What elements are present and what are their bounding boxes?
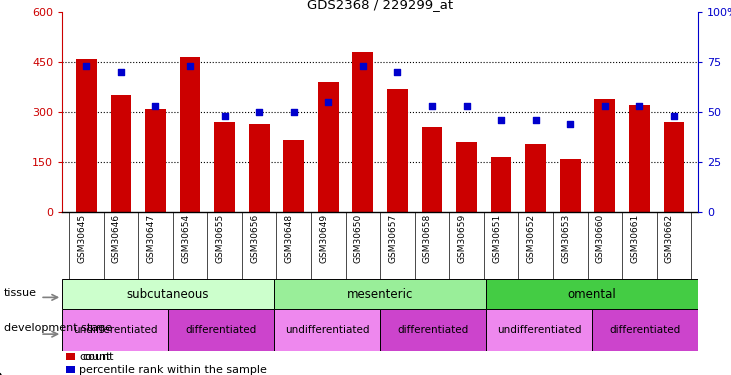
Bar [629, 105, 650, 212]
Bar [145, 109, 166, 212]
Text: differentiated: differentiated [186, 325, 257, 335]
Bar [526, 144, 546, 212]
Text: GSM30655: GSM30655 [216, 214, 224, 263]
Point [115, 69, 126, 75]
Point [530, 117, 542, 123]
Text: GSM30649: GSM30649 [319, 214, 328, 263]
Bar [422, 127, 442, 212]
Bar [180, 57, 200, 212]
Bar [66, 353, 75, 360]
Bar [486, 279, 698, 309]
Bar [168, 309, 274, 351]
Bar [592, 309, 698, 351]
Point [599, 103, 610, 109]
Point [150, 103, 162, 109]
Text: GSM30658: GSM30658 [423, 214, 432, 263]
Point [288, 109, 300, 115]
Text: subcutaneous: subcutaneous [127, 288, 209, 301]
Text: GSM30646: GSM30646 [112, 214, 121, 263]
Bar [664, 122, 684, 212]
Bar [491, 157, 512, 212]
Text: GSM30652: GSM30652 [526, 214, 536, 263]
Text: undifferentiated: undifferentiated [285, 325, 369, 335]
Point [219, 113, 230, 119]
Bar [380, 309, 486, 351]
Title: GDS2368 / 229299_at: GDS2368 / 229299_at [307, 0, 453, 11]
Text: GSM30659: GSM30659 [458, 214, 466, 263]
Point [322, 99, 334, 105]
Bar [352, 52, 374, 212]
Text: omental: omental [568, 288, 616, 301]
Bar [387, 88, 408, 212]
Text: GSM30650: GSM30650 [354, 214, 363, 263]
Text: GSM30657: GSM30657 [388, 214, 398, 263]
Text: undifferentiated: undifferentiated [497, 325, 581, 335]
Bar [560, 159, 580, 212]
Point [426, 103, 438, 109]
Text: undifferentiated: undifferentiated [73, 325, 157, 335]
Point [80, 63, 92, 69]
Bar [62, 309, 168, 351]
Point [392, 69, 404, 75]
Point [357, 63, 368, 69]
Bar [66, 366, 75, 373]
Text: GSM30645: GSM30645 [77, 214, 86, 263]
Text: GSM30651: GSM30651 [492, 214, 501, 263]
Point [634, 103, 645, 109]
Text: mesenteric: mesenteric [347, 288, 413, 301]
Bar [456, 142, 477, 212]
Point [564, 121, 576, 127]
Bar [62, 279, 274, 309]
Bar [76, 58, 96, 212]
Text: GSM30662: GSM30662 [665, 214, 674, 263]
Text: GSM30656: GSM30656 [250, 214, 260, 263]
Bar [249, 124, 270, 212]
Bar [214, 122, 235, 212]
Point [495, 117, 507, 123]
Text: count: count [83, 352, 114, 363]
Bar [274, 279, 486, 309]
Text: GSM30661: GSM30661 [630, 214, 640, 263]
Text: count: count [79, 352, 110, 363]
Text: differentiated: differentiated [398, 325, 469, 335]
Bar [318, 82, 338, 212]
Bar [594, 99, 616, 212]
Text: percentile rank within the sample: percentile rank within the sample [79, 364, 267, 375]
Text: GSM30653: GSM30653 [561, 214, 570, 263]
Bar [274, 309, 380, 351]
Bar [284, 140, 304, 212]
Bar [486, 309, 592, 351]
Text: GSM30654: GSM30654 [181, 214, 190, 263]
Bar [110, 95, 132, 212]
Text: development stage: development stage [4, 323, 112, 333]
Point [254, 109, 265, 115]
Text: GSM30660: GSM30660 [596, 214, 605, 263]
Point [461, 103, 472, 109]
Point [184, 63, 196, 69]
Point [668, 113, 680, 119]
Text: tissue: tissue [4, 288, 37, 298]
Text: GSM30647: GSM30647 [146, 214, 156, 263]
Text: GSM30648: GSM30648 [284, 214, 294, 263]
Text: differentiated: differentiated [610, 325, 681, 335]
